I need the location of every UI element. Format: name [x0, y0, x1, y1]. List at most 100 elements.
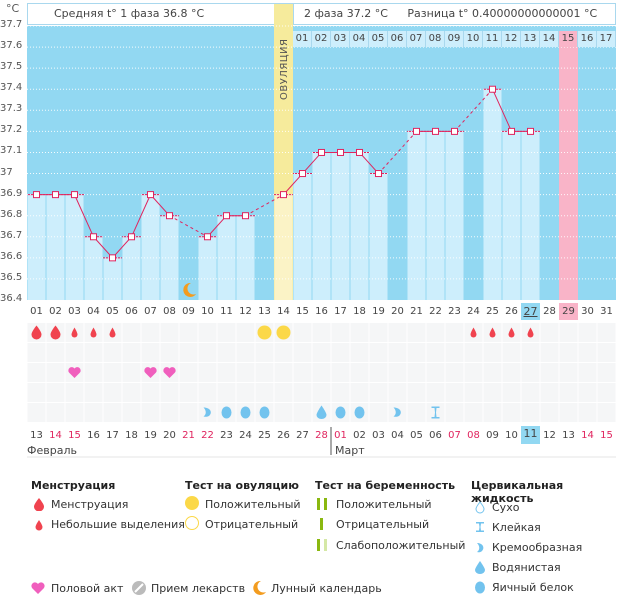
temperature-point	[109, 254, 116, 262]
x-tick-label[interactable]: 19	[372, 306, 385, 317]
x-tick-label[interactable]: 14	[277, 306, 290, 317]
phase2-day-number: 11	[483, 31, 502, 47]
temperature-point	[128, 233, 135, 241]
pregnancy-weak-icon	[317, 539, 320, 551]
x-tick-label[interactable]: 04	[87, 306, 100, 317]
calendar-date[interactable]: 05	[410, 430, 423, 441]
calendar-date[interactable]: 13	[562, 430, 575, 441]
x-tick-label[interactable]: 10	[201, 306, 214, 317]
x-tick-label[interactable]: 15	[296, 306, 309, 317]
calendar-cell	[274, 343, 293, 362]
calendar-date[interactable]: 14	[49, 430, 62, 441]
x-tick-label[interactable]: 24	[467, 306, 480, 317]
calendar-date[interactable]: 01	[334, 430, 347, 441]
calendar-cell	[198, 383, 217, 402]
calendar-date[interactable]: 25	[258, 430, 271, 441]
calendar-date[interactable]: 27	[296, 430, 309, 441]
calendar-date[interactable]: 10	[505, 430, 518, 441]
calendar-cell	[103, 343, 122, 362]
calendar-date[interactable]: 13	[30, 430, 43, 441]
x-tick-label[interactable]: 29	[559, 303, 578, 320]
x-tick-label[interactable]: 17	[334, 306, 347, 317]
calendar-date[interactable]: 19	[144, 430, 157, 441]
x-tick-label[interactable]: 12	[239, 306, 252, 317]
x-tick-label[interactable]: 21	[410, 306, 423, 317]
calendar-cell	[350, 363, 369, 382]
calendar-date[interactable]: 09	[486, 430, 499, 441]
calendar-date[interactable]: 12	[543, 430, 556, 441]
calendar-date[interactable]: 16	[87, 430, 100, 441]
calendar-date[interactable]: 03	[372, 430, 385, 441]
x-tick-label[interactable]: 20	[391, 306, 404, 317]
temperature-bar	[160, 215, 179, 300]
x-tick-label[interactable]: 11	[220, 306, 233, 317]
x-tick-label[interactable]: 09	[182, 306, 195, 317]
fluid-sticky-icon	[476, 522, 484, 532]
calendar-date[interactable]: 24	[239, 430, 252, 441]
x-tick-label[interactable]: 06	[125, 306, 138, 317]
calendar-date[interactable]: 02	[353, 430, 366, 441]
calendar-cell	[559, 383, 578, 402]
calendar-cell	[236, 323, 255, 342]
month-label: Март	[335, 444, 365, 457]
phase2-day-number: 10	[464, 31, 483, 47]
calendar-cell	[426, 383, 445, 402]
calendar-date[interactable]: 04	[391, 430, 404, 441]
y-tick-label: 37.5	[0, 61, 23, 73]
temperature-bar	[521, 131, 540, 300]
x-tick-label[interactable]: 02	[49, 306, 62, 317]
calendar-date[interactable]: 18	[125, 430, 138, 441]
x-tick-label[interactable]: 30	[581, 306, 594, 317]
calendar-cell	[483, 403, 502, 422]
calendar-date[interactable]: 14	[581, 430, 594, 441]
heart-icon	[163, 367, 176, 378]
x-tick-label[interactable]: 18	[353, 306, 366, 317]
calendar-date[interactable]: 11	[521, 426, 540, 444]
temperature-point	[204, 233, 211, 241]
x-tick-label[interactable]: 16	[315, 306, 328, 317]
calendar-cell	[46, 363, 65, 382]
x-tick-label[interactable]: 28	[543, 306, 556, 317]
calendar-date[interactable]: 15	[600, 430, 613, 441]
phase2-day-number: 17	[597, 31, 616, 47]
x-tick-label[interactable]: 05	[106, 306, 119, 317]
x-tick-label[interactable]: 31	[600, 306, 613, 317]
fluid-egg-icon	[240, 406, 251, 419]
calendar-cell	[331, 343, 350, 362]
x-tick-label[interactable]: 23	[448, 306, 461, 317]
calendar-date[interactable]: 20	[163, 430, 176, 441]
temperature-bar	[122, 236, 141, 300]
x-tick-label[interactable]: 22	[429, 306, 442, 317]
phase2-text: 2 фаза 37.2 °C	[304, 7, 388, 20]
calendar-date[interactable]: 28	[315, 430, 328, 441]
temperature-chart	[27, 4, 616, 300]
temperature-bar	[46, 194, 65, 300]
temperature-point	[71, 191, 78, 199]
calendar-cell	[350, 323, 369, 342]
calendar-date[interactable]: 08	[467, 430, 480, 441]
calendar-date[interactable]: 06	[429, 430, 442, 441]
calendar-date[interactable]: 07	[448, 430, 461, 441]
calendar-date[interactable]: 23	[220, 430, 233, 441]
x-tick-label[interactable]: 26	[505, 306, 518, 317]
calendar-cell	[274, 363, 293, 382]
x-tick-label[interactable]: 27	[521, 303, 540, 320]
calendar-cell	[369, 363, 388, 382]
x-tick-label[interactable]: 13	[258, 306, 271, 317]
calendar-date[interactable]: 17	[106, 430, 119, 441]
calendar-date[interactable]: 22	[201, 430, 214, 441]
phase2-day-number: 14	[540, 31, 559, 47]
temperature-bar	[331, 152, 350, 300]
x-tick-label[interactable]: 08	[163, 306, 176, 317]
calendar-date[interactable]: 26	[277, 430, 290, 441]
calendar-date[interactable]: 15	[68, 430, 81, 441]
ovulation-positive-icon	[276, 325, 291, 340]
calendar-cell	[84, 343, 103, 362]
calendar-date[interactable]: 21	[182, 430, 195, 441]
x-tick-label[interactable]: 25	[486, 306, 499, 317]
temperature-point	[90, 233, 97, 241]
x-tick-label[interactable]: 01	[30, 306, 43, 317]
x-tick-label[interactable]: 07	[144, 306, 157, 317]
x-tick-label[interactable]: 03	[68, 306, 81, 317]
calendar-cell	[369, 403, 388, 422]
